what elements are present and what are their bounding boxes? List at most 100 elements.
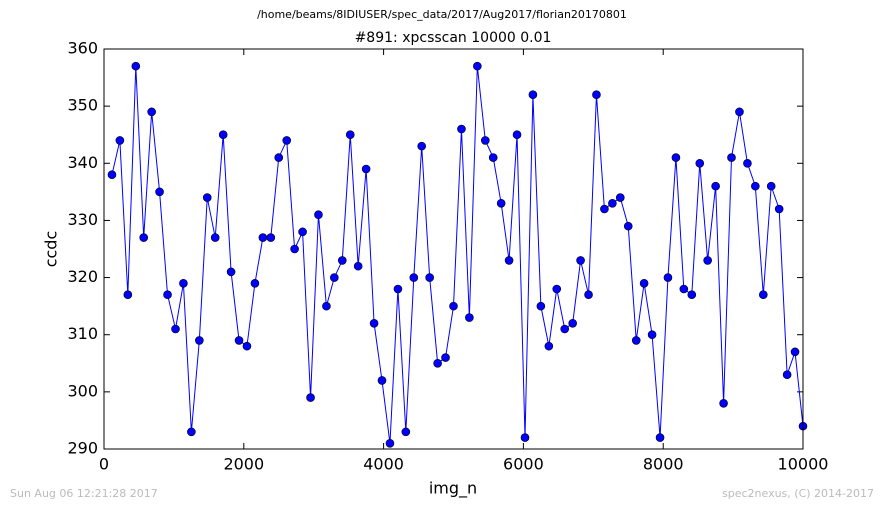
data-point xyxy=(600,204,609,214)
chart-title: #891: xpcsscan 10000 0.01 xyxy=(355,30,552,46)
data-point xyxy=(218,130,228,140)
data-point xyxy=(290,244,299,254)
data-point xyxy=(751,181,760,191)
data-point xyxy=(409,273,419,282)
y-tick-label: 350 xyxy=(67,96,98,115)
x-tick-label: 10000 xyxy=(778,455,829,474)
data-point xyxy=(163,290,172,300)
data-point xyxy=(298,227,307,237)
data-point xyxy=(266,233,276,242)
y-tick-label: 290 xyxy=(67,439,98,458)
data-point xyxy=(504,256,514,265)
data-point xyxy=(282,136,292,145)
data-point xyxy=(615,193,625,202)
data-point xyxy=(131,61,141,71)
y-tick-label: 330 xyxy=(67,210,98,229)
data-point xyxy=(671,153,681,162)
data-point xyxy=(322,301,331,311)
data-point xyxy=(147,107,156,117)
data-point xyxy=(171,324,180,334)
data-point xyxy=(703,256,712,265)
data-point xyxy=(496,198,506,208)
data-point xyxy=(679,284,689,294)
data-point xyxy=(115,136,125,145)
data-point xyxy=(743,158,752,168)
data-point xyxy=(107,170,117,180)
data-point xyxy=(234,336,244,345)
data-point xyxy=(465,313,474,322)
data-point xyxy=(155,187,164,197)
footnote: spec2nexus, (C) 2014-2017 xyxy=(722,487,874,500)
data-point xyxy=(441,353,450,362)
data-point xyxy=(592,90,601,100)
y-tick-label: 320 xyxy=(67,267,98,286)
data-point xyxy=(210,233,220,242)
data-point xyxy=(250,278,260,288)
data-point xyxy=(417,141,426,151)
data-point xyxy=(774,204,784,214)
x-tick-label: 0 xyxy=(99,455,109,474)
data-point xyxy=(639,278,649,288)
data-point xyxy=(568,318,577,328)
data-point xyxy=(139,233,149,242)
suptitle: /home/beams/8IDIUSER/spec_data/2017/Aug2… xyxy=(257,8,627,21)
data-point xyxy=(337,256,347,265)
data-point xyxy=(393,284,403,294)
data-point xyxy=(520,433,530,442)
data-point xyxy=(758,290,768,300)
y-tick-label: 340 xyxy=(67,153,98,172)
y-tick-label: 300 xyxy=(67,381,98,400)
data-point xyxy=(655,433,665,442)
data-point xyxy=(457,124,466,134)
data-point xyxy=(187,427,196,437)
data-point xyxy=(401,427,411,437)
plot-frame xyxy=(103,48,804,450)
data-point xyxy=(782,370,792,380)
data-point xyxy=(790,347,800,357)
data-point xyxy=(202,193,212,202)
data-point xyxy=(425,273,434,282)
x-tick-label: 2000 xyxy=(223,455,264,474)
data-point xyxy=(695,158,705,168)
data-point xyxy=(552,284,562,294)
x-tick-label: 8000 xyxy=(643,455,684,474)
data-point xyxy=(560,324,570,334)
data-point xyxy=(512,130,522,140)
data-point xyxy=(481,136,490,145)
data-point xyxy=(766,181,776,191)
data-point xyxy=(123,290,133,300)
data-point xyxy=(608,198,617,208)
data-point xyxy=(258,233,268,242)
data-point xyxy=(195,336,204,345)
data-point xyxy=(576,256,585,265)
x-tick-label: 6000 xyxy=(503,455,544,474)
x-tick-label: 4000 xyxy=(363,455,404,474)
data-point xyxy=(353,261,363,271)
footnote: Sun Aug 06 12:21:28 2017 xyxy=(10,487,158,500)
data-point xyxy=(631,336,641,345)
data-point xyxy=(385,438,395,448)
data-point xyxy=(727,153,736,162)
data-point xyxy=(647,330,657,340)
data-point xyxy=(623,221,633,231)
data-point xyxy=(536,301,546,311)
data-point xyxy=(719,398,728,408)
y-tick-label: 360 xyxy=(67,39,98,58)
data-point xyxy=(528,90,538,100)
data-point xyxy=(361,164,371,174)
data-point xyxy=(330,273,339,282)
y-tick-label: 310 xyxy=(67,324,98,343)
data-point xyxy=(306,393,315,402)
data-point xyxy=(449,301,458,311)
data-point xyxy=(369,318,379,328)
x-axis-label: img_n xyxy=(429,479,477,499)
data-point xyxy=(345,130,355,140)
data-point xyxy=(433,358,442,368)
data-point xyxy=(735,107,744,117)
data-point xyxy=(274,153,284,162)
data-point xyxy=(473,61,482,71)
data-line xyxy=(111,66,804,444)
data-point xyxy=(179,278,188,288)
y-axis-label: ccdc xyxy=(42,231,61,268)
